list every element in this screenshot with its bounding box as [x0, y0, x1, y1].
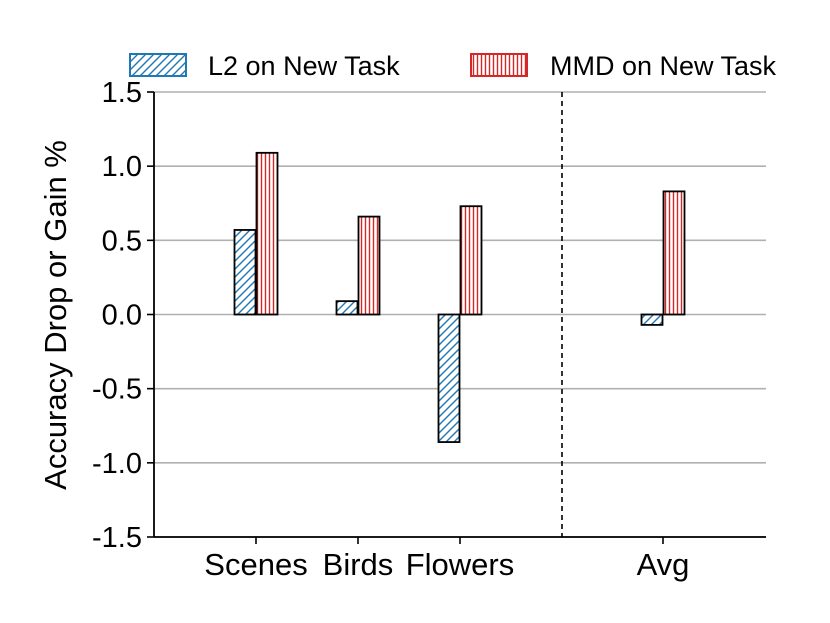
x-tick-label-avg: Avg — [637, 547, 690, 582]
legend-swatch-mmd — [470, 53, 528, 77]
x-tick-label-scenes: Scenes — [204, 547, 307, 582]
bar-l2-scenes — [233, 229, 257, 316]
legend: L2 on New Task MMD on New Task — [129, 51, 777, 81]
y-tick-label: 1.0 — [102, 151, 142, 183]
bar-mmd-avg — [662, 190, 686, 316]
x-tick-labels: Scenes Birds Flowers Avg — [204, 547, 689, 582]
y-tick-label: -1.5 — [92, 522, 142, 554]
bar-l2-flowers — [437, 313, 461, 443]
y-tick-label: -1.0 — [92, 448, 142, 480]
legend-swatch-l2 — [129, 53, 187, 77]
x-tick-label-flowers: Flowers — [406, 547, 515, 582]
y-tick-label: 0.5 — [102, 225, 142, 257]
bar-l2-birds — [335, 300, 359, 316]
y-tick-label: 0.0 — [102, 300, 142, 332]
y-tick-label: -0.5 — [92, 374, 142, 406]
bar-mmd-birds — [357, 215, 381, 316]
bar-l2-avg — [640, 313, 664, 326]
y-axis-label: Accuracy Drop or Gain % — [38, 140, 73, 490]
y-tick-label: 1.5 — [102, 77, 142, 109]
legend-label-l2: L2 on New Task — [208, 51, 400, 81]
bar-mmd-scenes — [255, 151, 279, 316]
x-tick-label-birds: Birds — [323, 547, 394, 582]
bars — [233, 151, 686, 443]
legend-label-mmd: MMD on New Task — [550, 51, 777, 81]
y-tick-labels: -1.5 -1.0 -0.5 0.0 0.5 1.0 1.5 — [92, 77, 142, 554]
bar-mmd-flowers — [459, 205, 483, 316]
axes — [147, 91, 766, 544]
